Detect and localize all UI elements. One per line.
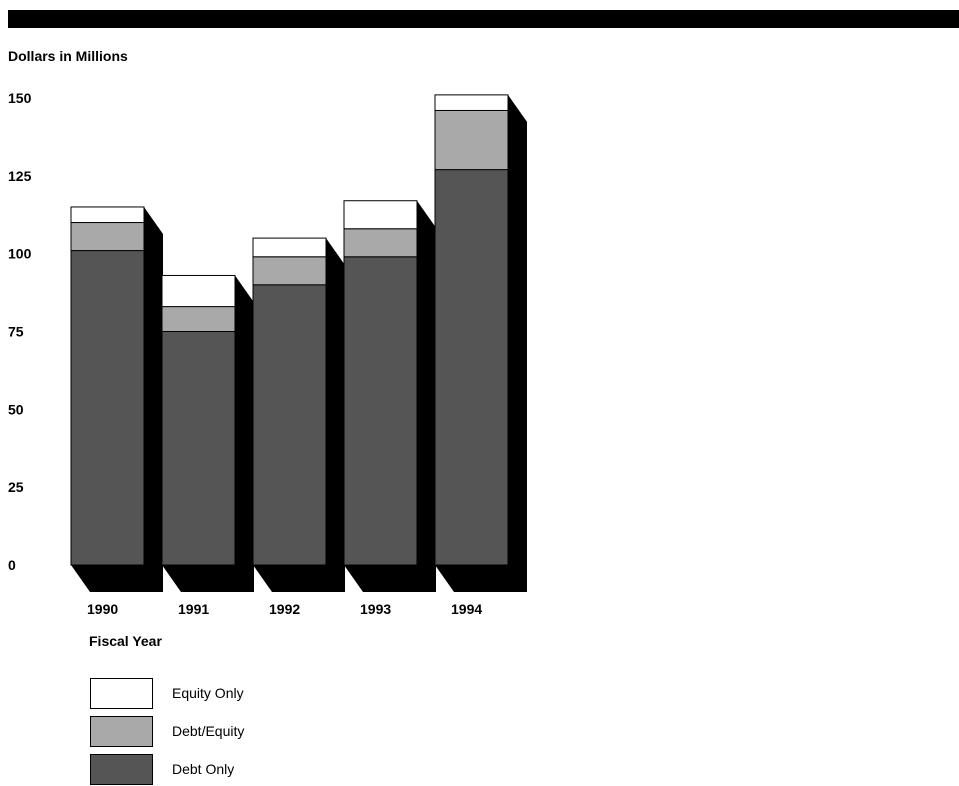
y-tick-label-125: 125 (8, 168, 32, 184)
bar-segment-1992-equity-only (252, 237, 327, 258)
bar-segment-1990-debt-equity (70, 222, 145, 252)
y-axis-title: Dollars in Millions (8, 48, 128, 64)
legend-label-equity-only: Equity Only (172, 685, 244, 701)
y-tick-label-25: 25 (8, 479, 24, 495)
x-tick-label-1990: 1990 (87, 601, 118, 617)
legend-item-debt-only: Debt Only (90, 754, 350, 786)
y-tick-label-150: 150 (8, 90, 32, 106)
legend-item-debt-equity: Debt/Equity (90, 716, 350, 748)
legend-label-debt-only: Debt Only (172, 761, 235, 777)
bar-segment-1993-debt-equity (343, 228, 418, 258)
bar-shadow-1990 (71, 206, 163, 592)
bar-segment-1991-debt-only (161, 331, 236, 566)
bar-segment-1993-debt-only (343, 256, 418, 566)
bar-segment-1990-debt-only (70, 250, 145, 566)
x-tick-label-1994: 1994 (451, 601, 482, 617)
x-axis-title: Fiscal Year (89, 633, 162, 649)
legend-label-debt-equity: Debt/Equity (172, 723, 245, 739)
x-tick-label-1992: 1992 (269, 601, 300, 617)
legend-swatch-debt-only (90, 754, 153, 785)
legend-item-equity-only: Equity Only (90, 678, 350, 710)
bar-segment-1991-debt-equity (161, 306, 236, 332)
bar-shadow-1993 (344, 200, 436, 593)
bar-shadow-1991 (162, 275, 254, 592)
bar-segment-1994-debt-only (434, 169, 509, 566)
bar-segment-1992-debt-only (252, 284, 327, 566)
y-tick-label-75: 75 (8, 324, 24, 340)
bar-segment-1992-debt-equity (252, 256, 327, 286)
bar-shadow-1992 (253, 238, 345, 592)
bar-segment-1993-equity-only (343, 200, 418, 230)
legend-swatch-equity-only (90, 678, 153, 709)
y-tick-label-50: 50 (8, 401, 24, 417)
header-rule (8, 10, 959, 28)
y-tick-label-0: 0 (8, 557, 16, 573)
bar-segment-1991-equity-only (161, 274, 236, 308)
bar-segment-1994-equity-only (434, 94, 509, 111)
y-tick-label-100: 100 (8, 246, 32, 262)
bar-segment-1994-debt-equity (434, 109, 509, 171)
bar-segment-1990-equity-only (70, 206, 145, 224)
bar-shadow-1994 (435, 94, 527, 593)
x-tick-label-1991: 1991 (178, 601, 209, 617)
x-tick-label-1993: 1993 (360, 601, 391, 617)
legend-swatch-debt-equity (90, 716, 153, 747)
stacked-bar-chart: 0 25 50 75 100 125 150 1990 1991 1992 1993 1994 (8, 90, 527, 617)
